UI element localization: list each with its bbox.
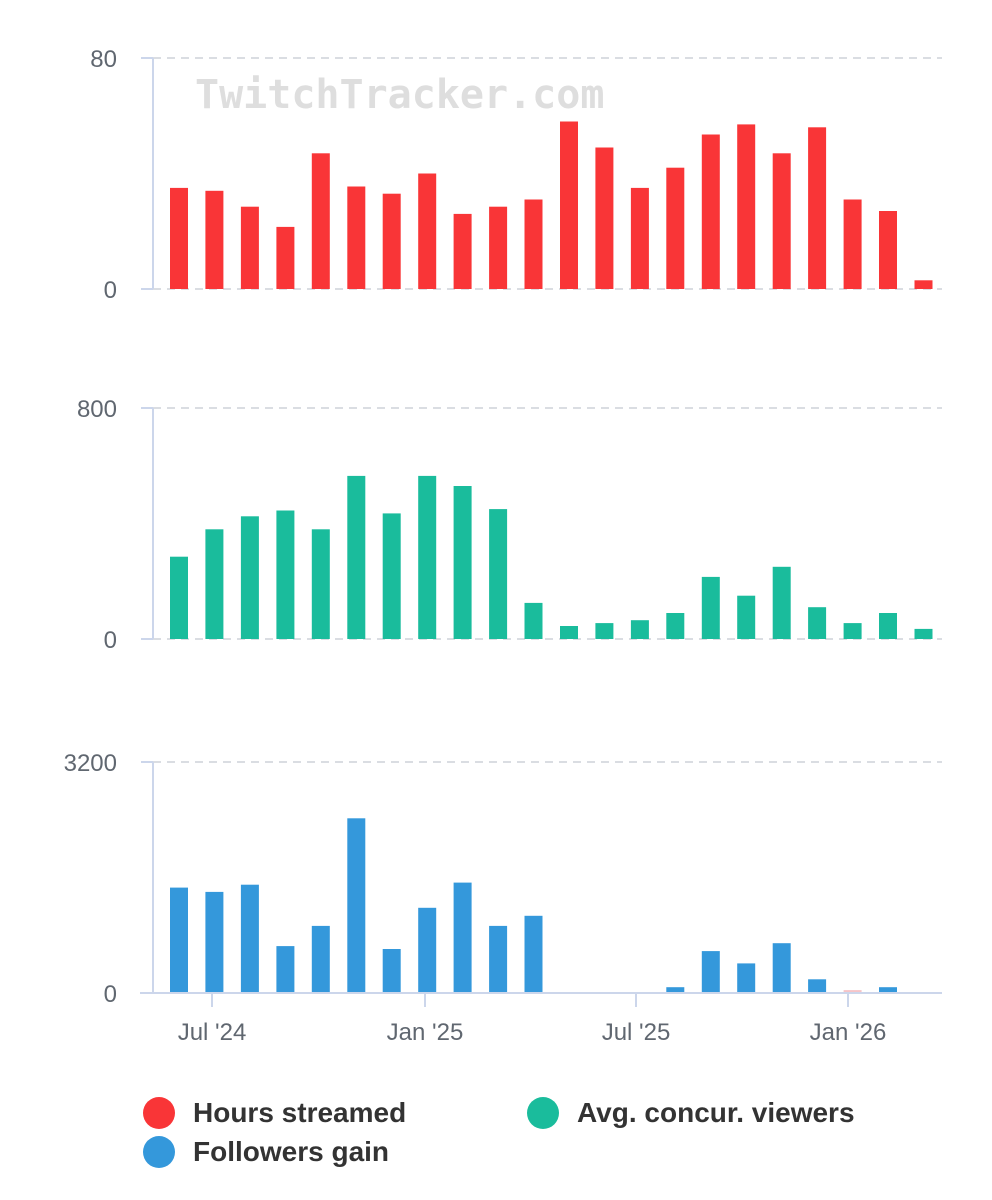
- watermark: TwitchTracker.com: [195, 72, 604, 118]
- bar-viewers: [879, 613, 897, 639]
- panel-hours: 80 0: [90, 46, 942, 304]
- bar-viewers: [489, 509, 508, 639]
- panel-followers: 3200 0 Jul '24 Jan '25 Jul '25 Jan '26: [64, 750, 942, 1046]
- bar-viewers: [737, 595, 756, 639]
- bar-hours: [737, 124, 756, 290]
- y-tick-label-max-hours: 80: [90, 46, 117, 73]
- bar-hours: [701, 134, 720, 289]
- bar-viewers: [453, 486, 472, 639]
- bar-hours: [914, 280, 933, 289]
- bar-hours: [843, 199, 862, 289]
- y-tick-label-max-followers: 3200: [64, 750, 117, 777]
- bar-viewers: [843, 623, 862, 639]
- bar-hours: [276, 226, 295, 289]
- bar-viewers: [808, 607, 827, 639]
- bar-hours: [879, 211, 897, 289]
- bar-followers: [382, 949, 401, 993]
- bar-followers: [170, 887, 188, 993]
- bar-hours: [240, 206, 259, 289]
- bar-followers: [524, 915, 543, 993]
- bar-followers: [879, 987, 897, 993]
- bar-hours: [666, 167, 685, 289]
- bar-viewers: [240, 516, 259, 639]
- bar-followers: [666, 987, 685, 993]
- bar-followers: [276, 946, 295, 993]
- bar-hours: [205, 190, 224, 289]
- bar-viewers: [311, 529, 330, 639]
- bar-viewers: [205, 529, 224, 639]
- bar-hours: [170, 187, 188, 289]
- bar-viewers: [347, 475, 366, 639]
- y-tick-label-min-hours: 0: [104, 277, 117, 304]
- bar-hours: [524, 199, 543, 289]
- x-tick-label: Jan '25: [387, 1019, 464, 1046]
- y-tick-label-max-viewers: 800: [77, 396, 117, 423]
- bar-followers: [489, 925, 508, 993]
- y-tick-label-min-followers: 0: [104, 981, 117, 1008]
- bar-followers: [453, 882, 472, 993]
- bar-viewers: [666, 613, 685, 639]
- bar-followers: [311, 925, 330, 993]
- bar-hours: [595, 147, 614, 289]
- bar-viewers: [772, 566, 791, 639]
- x-tick-label: Jul '25: [602, 1019, 671, 1046]
- bar-followers: [701, 951, 720, 993]
- bar-viewers: [276, 510, 295, 639]
- bar-hours: [808, 127, 827, 289]
- bar-followers: [772, 943, 791, 993]
- panel-viewers: 800 0: [77, 396, 942, 654]
- bar-followers: [737, 963, 756, 993]
- bar-hours: [382, 193, 401, 289]
- bar-hours: [311, 153, 330, 289]
- x-tick-label: Jan '26: [810, 1019, 887, 1046]
- bar-followers: [205, 891, 224, 993]
- bar-hours: [560, 121, 578, 289]
- bar-hours: [453, 213, 472, 289]
- bar-viewers: [560, 626, 578, 639]
- bar-viewers: [701, 576, 720, 639]
- x-tick-label: Jul '24: [178, 1019, 247, 1046]
- bar-followers: [240, 884, 259, 993]
- bar-hours: [489, 206, 508, 289]
- bar-viewers: [630, 620, 649, 639]
- bar-hours: [418, 173, 437, 289]
- bar-hours: [347, 186, 366, 289]
- bar-viewers: [914, 628, 933, 639]
- bar-viewers: [382, 513, 401, 639]
- y-tick-label-min-viewers: 0: [104, 627, 117, 654]
- bar-viewers: [595, 623, 614, 639]
- bar-followers: [418, 907, 437, 993]
- bar-viewers: [524, 602, 543, 639]
- bar-followers: [843, 990, 862, 993]
- bar-followers: [808, 979, 827, 993]
- bar-followers: [347, 818, 366, 993]
- bar-hours: [772, 153, 791, 289]
- bar-viewers: [170, 556, 188, 639]
- bar-viewers: [418, 475, 437, 639]
- bar-hours: [630, 187, 649, 289]
